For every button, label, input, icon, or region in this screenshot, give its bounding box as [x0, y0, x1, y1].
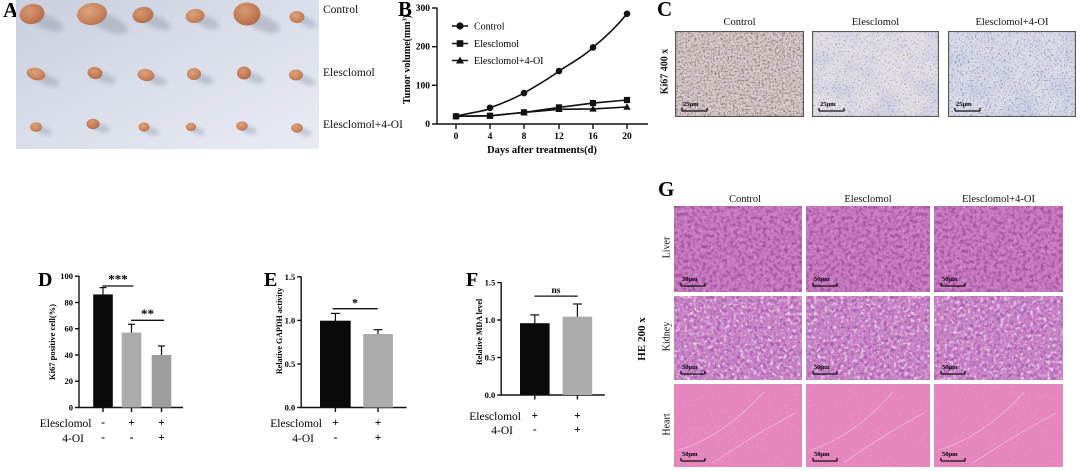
svg-text:25μm: 25μm — [683, 101, 699, 108]
svg-text:Elesclomol+4-OI: Elesclomol+4-OI — [474, 56, 544, 67]
svg-text:Elesclomol: Elesclomol — [474, 39, 519, 50]
svg-text:-: - — [333, 432, 337, 444]
svg-text:0: 0 — [425, 120, 430, 130]
svg-text:50μm: 50μm — [682, 451, 698, 458]
svg-text:**: ** — [141, 306, 154, 321]
svg-text:50μm: 50μm — [814, 364, 830, 371]
svg-text:50μm: 50μm — [942, 364, 958, 371]
svg-text:+: + — [332, 417, 339, 429]
svg-text:Relative GAPDH activity: Relative GAPDH activity — [275, 288, 284, 374]
svg-text:F: F — [466, 269, 478, 291]
svg-text:200: 200 — [416, 43, 431, 53]
svg-text:50μm: 50μm — [682, 364, 698, 371]
svg-text:100: 100 — [60, 271, 73, 281]
svg-text:Days after treatments(d): Days after treatments(d) — [487, 145, 597, 156]
svg-text:0: 0 — [454, 132, 459, 142]
svg-text:300: 300 — [416, 4, 431, 14]
svg-text:Elesclomol: Elesclomol — [40, 418, 92, 430]
svg-text:1.0: 1.0 — [285, 315, 296, 325]
svg-text:Control: Control — [474, 22, 505, 33]
svg-text:0.0: 0.0 — [285, 403, 296, 413]
svg-text:Elesclomol: Elesclomol — [270, 418, 322, 430]
svg-text:ns: ns — [552, 286, 561, 296]
svg-text:+: + — [375, 432, 382, 444]
svg-text:0.5: 0.5 — [485, 353, 496, 363]
svg-text:25μm: 25μm — [956, 101, 972, 108]
svg-text:50μm: 50μm — [814, 276, 830, 283]
svg-text:Ki67 positive cell(%): Ki67 positive cell(%) — [47, 304, 57, 380]
svg-text:+: + — [375, 417, 382, 429]
svg-text:40: 40 — [65, 350, 74, 360]
svg-text:-: - — [130, 432, 134, 444]
svg-text:+: + — [574, 424, 581, 436]
svg-text:16: 16 — [588, 132, 598, 142]
svg-text:50μm: 50μm — [942, 276, 958, 283]
svg-text:+: + — [532, 410, 539, 422]
svg-text:25μm: 25μm — [820, 101, 836, 108]
svg-text:1.5: 1.5 — [285, 272, 296, 282]
svg-text:50μm: 50μm — [814, 451, 830, 458]
svg-text:4: 4 — [488, 132, 493, 142]
svg-text:Tumor volume(mm3): Tumor volume(mm3) — [402, 15, 414, 104]
svg-text:50μm: 50μm — [682, 276, 698, 283]
svg-text:4-OI: 4-OI — [62, 433, 84, 445]
svg-text:-: - — [101, 417, 105, 429]
svg-text:*: * — [352, 296, 358, 310]
svg-text:B: B — [398, 0, 412, 21]
svg-text:Elesclomol: Elesclomol — [469, 411, 521, 423]
svg-text:D: D — [38, 269, 52, 291]
svg-text:Relative MDA level: Relative MDA level — [475, 298, 484, 365]
svg-text:50μm: 50μm — [942, 451, 958, 458]
svg-text:+: + — [158, 432, 165, 444]
svg-text:4-OI: 4-OI — [292, 433, 314, 445]
svg-text:+: + — [158, 417, 165, 429]
svg-text:E: E — [264, 269, 277, 291]
svg-text:60: 60 — [65, 324, 74, 334]
svg-text:-: - — [101, 432, 105, 444]
svg-text:+: + — [574, 410, 581, 422]
svg-text:-: - — [533, 424, 537, 436]
svg-text:100: 100 — [416, 81, 431, 91]
svg-text:0.0: 0.0 — [485, 390, 496, 400]
svg-text:1.5: 1.5 — [485, 278, 496, 288]
svg-text:4-OI: 4-OI — [491, 425, 513, 437]
svg-text:8: 8 — [522, 132, 527, 142]
svg-text:+: + — [128, 417, 135, 429]
svg-text:0: 0 — [69, 403, 73, 413]
svg-text:80: 80 — [65, 298, 74, 308]
svg-text:20: 20 — [65, 376, 74, 386]
svg-text:0.5: 0.5 — [285, 359, 296, 369]
svg-text:12: 12 — [554, 132, 564, 142]
svg-text:20: 20 — [622, 132, 632, 142]
svg-text:1.0: 1.0 — [485, 315, 496, 325]
svg-text:***: *** — [108, 272, 128, 287]
